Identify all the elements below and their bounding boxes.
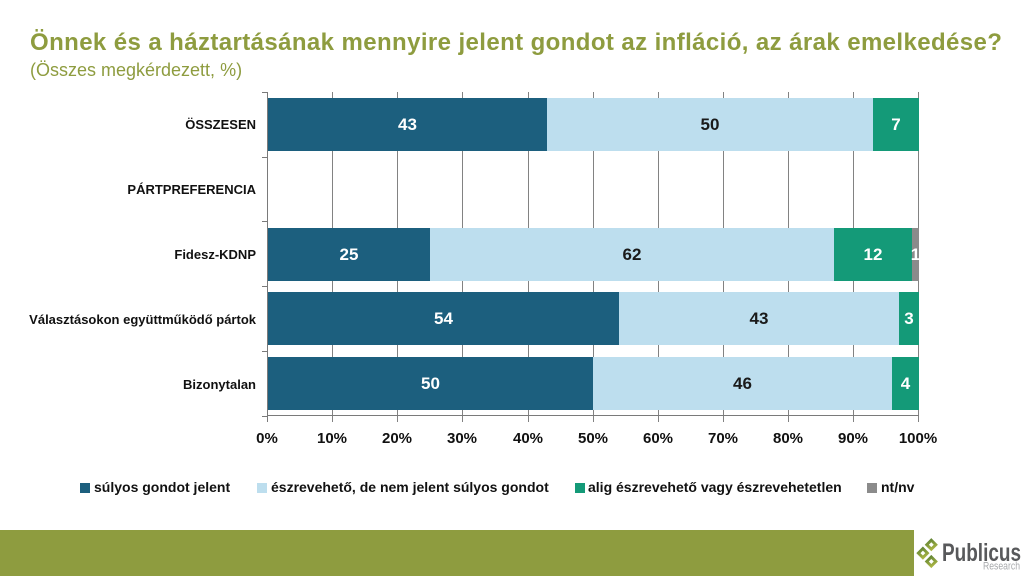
svg-text:Research: Research [983, 561, 1020, 573]
svg-text:Publicus: Publicus [942, 539, 1021, 567]
